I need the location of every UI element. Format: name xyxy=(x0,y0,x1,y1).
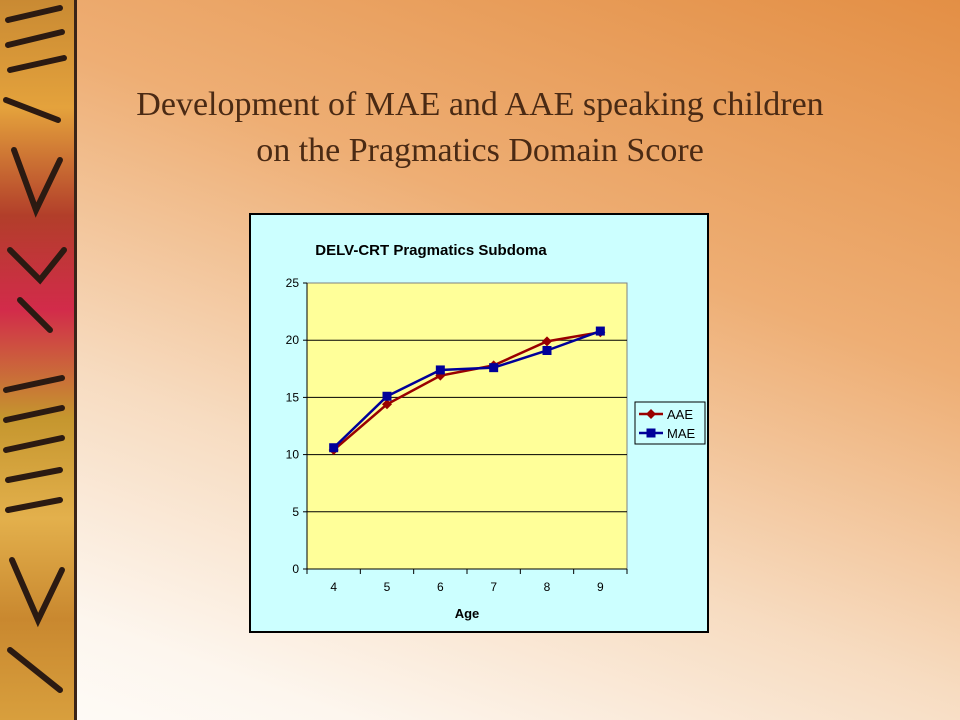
x-tick-label: 7 xyxy=(490,580,497,594)
slide-title: Development of MAE and AAE speaking chil… xyxy=(80,82,880,174)
x-tick-label: 9 xyxy=(597,580,604,594)
series-mae xyxy=(329,326,605,453)
legend-label-aae: AAE xyxy=(667,407,693,422)
slide-title-line-2: on the Pragmatics Domain Score xyxy=(256,132,704,169)
y-tick-label: 20 xyxy=(286,333,300,347)
data-point-aae xyxy=(542,336,552,347)
legend-label-mae: MAE xyxy=(667,426,696,441)
data-point-mae xyxy=(329,443,339,453)
y-tick-label: 5 xyxy=(292,505,299,519)
legend: AAE MAE xyxy=(634,401,706,445)
series-line-mae xyxy=(332,329,601,449)
legend-marker-mae xyxy=(646,428,656,438)
slide-title-line-1: Development of MAE and AAE speaking chil… xyxy=(136,86,824,123)
grid-lines xyxy=(307,339,627,513)
x-tick-label: 8 xyxy=(544,580,551,594)
x-axis-label: Age xyxy=(455,606,480,621)
series-aae xyxy=(328,327,606,456)
chart-title: DELV-CRT Pragmatics Subdoma xyxy=(315,242,547,259)
data-point-aae xyxy=(382,399,392,410)
tribal-pattern-decoration xyxy=(3,5,67,693)
data-point-mae xyxy=(382,391,392,401)
x-tick-label: 6 xyxy=(437,580,444,594)
series-layer xyxy=(328,326,606,456)
legend-marker-aae xyxy=(646,409,656,419)
data-point-mae xyxy=(489,363,499,373)
data-point-mae xyxy=(435,365,445,375)
x-tick-label: 4 xyxy=(330,580,337,594)
y-tick-label: 10 xyxy=(286,448,300,462)
line-chart: DELV-CRT Pragmatics Subdoma 0 5 10 15 20 25 4 5… xyxy=(286,242,706,621)
y-tick-label: 0 xyxy=(292,562,299,576)
data-point-mae xyxy=(595,326,605,336)
x-tick-label: 5 xyxy=(384,580,391,594)
y-tick-label: 15 xyxy=(286,390,300,404)
decorative-side-band xyxy=(0,0,77,720)
y-tick-label: 25 xyxy=(286,276,300,290)
chart-frame: DELV-CRT Pragmatics Subdoma 0 5 10 15 20 25 4 5… xyxy=(249,213,709,633)
axes: 0 5 10 15 20 25 4 5 6 7 8 9 xyxy=(286,276,628,594)
series-line-aae xyxy=(332,330,601,451)
data-point-mae xyxy=(542,345,552,355)
